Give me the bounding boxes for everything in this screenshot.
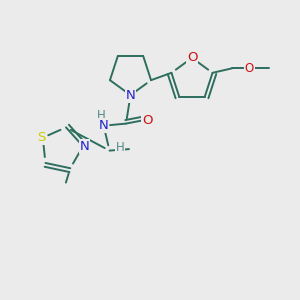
- Text: H: H: [97, 109, 106, 122]
- Text: O: O: [187, 51, 197, 64]
- Text: S: S: [37, 130, 46, 144]
- Text: H: H: [116, 141, 124, 154]
- Text: N: N: [126, 89, 135, 102]
- Text: N: N: [80, 140, 89, 153]
- Text: O: O: [142, 114, 153, 127]
- Text: N: N: [99, 118, 108, 132]
- Text: O: O: [245, 62, 254, 75]
